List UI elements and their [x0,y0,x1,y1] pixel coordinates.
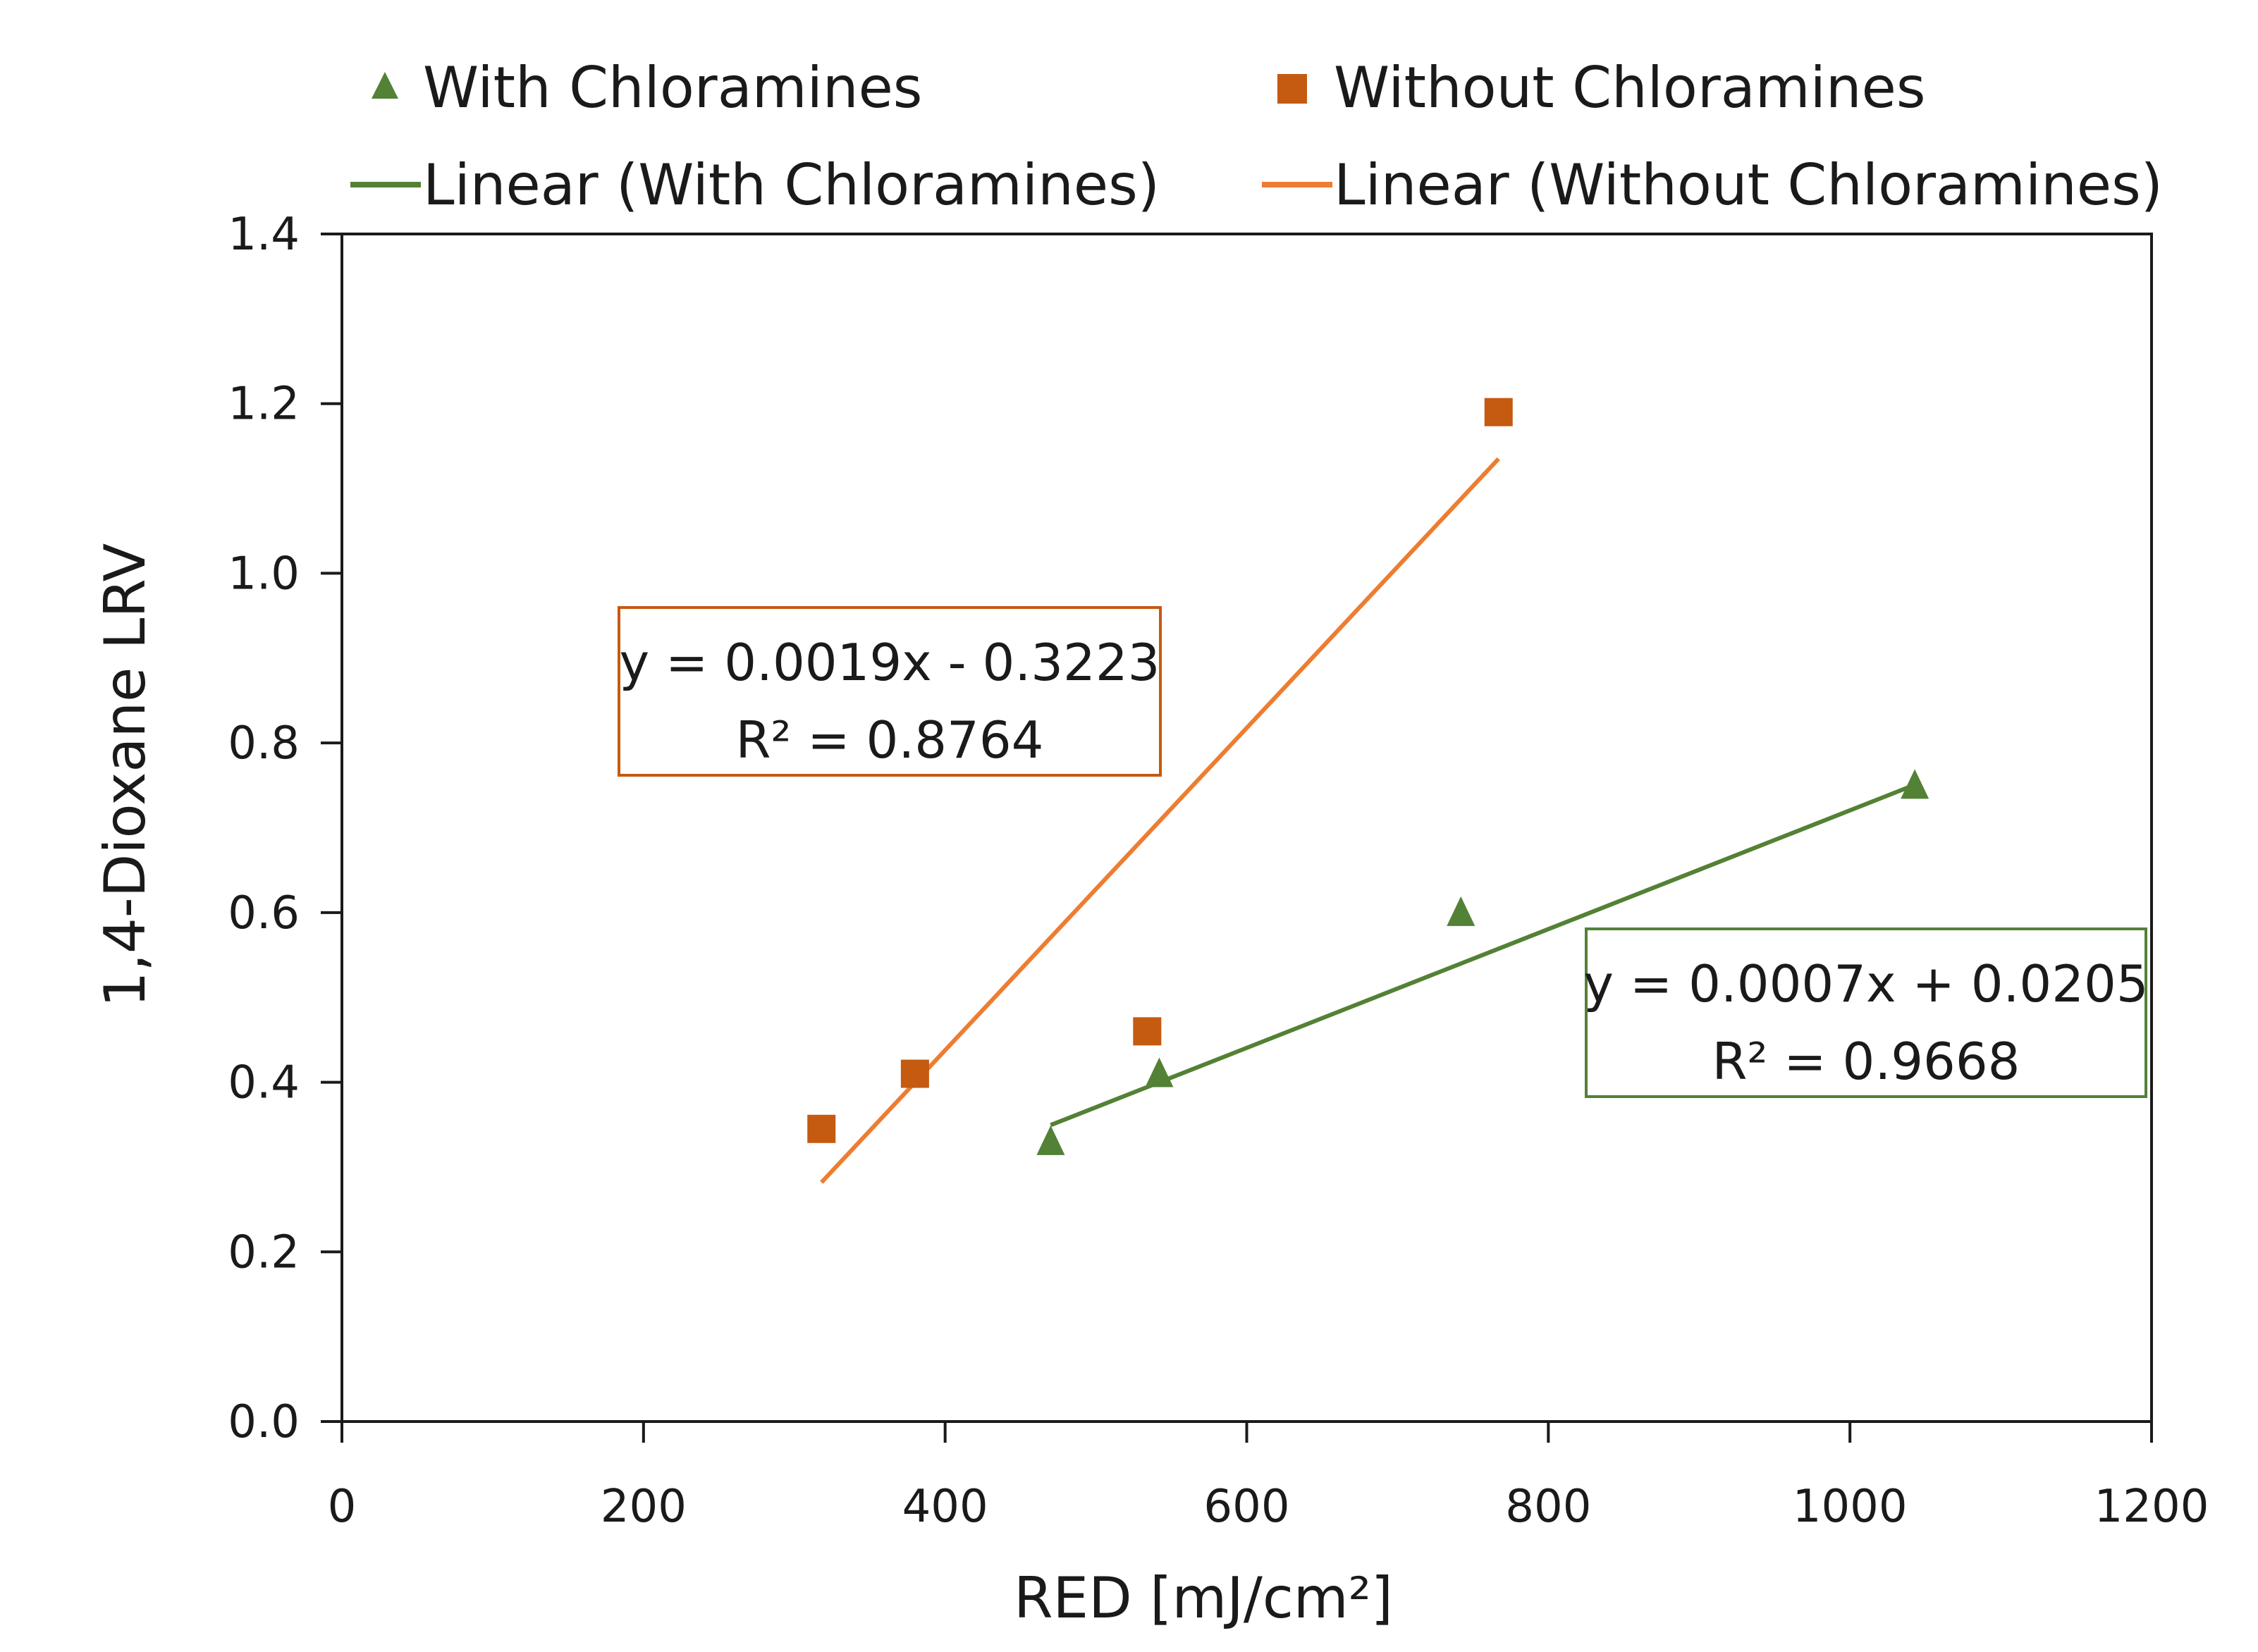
data-point-with-chloramines [1447,896,1475,926]
trendline-without-chloramines [820,457,1500,1184]
data-point-without-chloramines [807,1114,836,1143]
y-tick-label: 1.2 [228,378,300,431]
x-axis-title: RED [mJ/cm²] [1014,1565,1393,1631]
x-tick-label: 1200 [2094,1481,2209,1533]
data-point-without-chloramines [1133,1017,1162,1046]
legend-label-linear-without-chloramines: Linear (Without Chloramines) [1334,152,2163,218]
data-point-without-chloramines [900,1059,929,1088]
equation-with-chloramines: y = 0.0007x + 0.0205 [1583,954,2148,1013]
y-tick-label: 0.8 [228,717,300,770]
r2-without-chloramines: R² = 0.8764 [736,710,1044,770]
x-tick-label: 800 [1505,1481,1591,1533]
legend-marker-with-chloramines [372,72,398,99]
data-point-with-chloramines [1145,1057,1174,1087]
equation-box-with-border [1585,927,2147,1098]
y-tick-label: 1.0 [228,548,300,600]
legend-label-with-chloramines: With Chloramines [423,55,922,121]
data-point-with-chloramines [1901,769,1929,799]
equation-box-without-chloramines: y = 0.0019x - 0.3223 R² = 0.8764 [618,606,1162,777]
x-tick-label: 1000 [1793,1481,1908,1533]
x-axis-ticks: 0 200 400 600 800 1000 1200 [328,1422,2209,1533]
y-tick-label: 0.4 [228,1057,300,1109]
data-point-with-chloramines [1036,1125,1065,1155]
x-tick-label: 200 [601,1481,687,1533]
y-tick-label: 1.4 [228,209,300,261]
data-points [807,397,1929,1155]
equation-without-chloramines: y = 0.0019x - 0.3223 [620,633,1160,692]
x-tick-label: 400 [902,1481,988,1533]
r2-with-chloramines: R² = 0.9668 [1712,1032,2020,1091]
legend-label-linear-with-chloramines: Linear (With Chloramines) [423,152,1160,218]
y-tick-label: 0.6 [228,887,300,939]
trendline-with-chloramines [1050,782,1916,1128]
x-tick-label: 600 [1203,1481,1289,1533]
y-axis-ticks: 0.0 0.2 0.4 0.6 0.8 1.0 1.2 1.4 [228,209,342,1448]
y-axis-title: 1,4-Dioxane LRV [92,543,158,1007]
equation-box-without-border [618,606,1162,777]
data-point-without-chloramines [1484,397,1513,426]
legend-label-without-chloramines: Without Chloramines [1334,55,1926,121]
legend-marker-without-chloramines [1277,74,1307,104]
legend: With Chloramines Without Chloramines Lin… [350,55,2163,218]
trendlines [820,457,1916,1184]
equation-box-with-chloramines: y = 0.0007x + 0.0205 R² = 0.9668 [1583,927,2149,1098]
y-tick-label: 0.0 [228,1396,300,1448]
y-tick-label: 0.2 [228,1226,300,1278]
x-tick-label: 0 [328,1481,357,1533]
